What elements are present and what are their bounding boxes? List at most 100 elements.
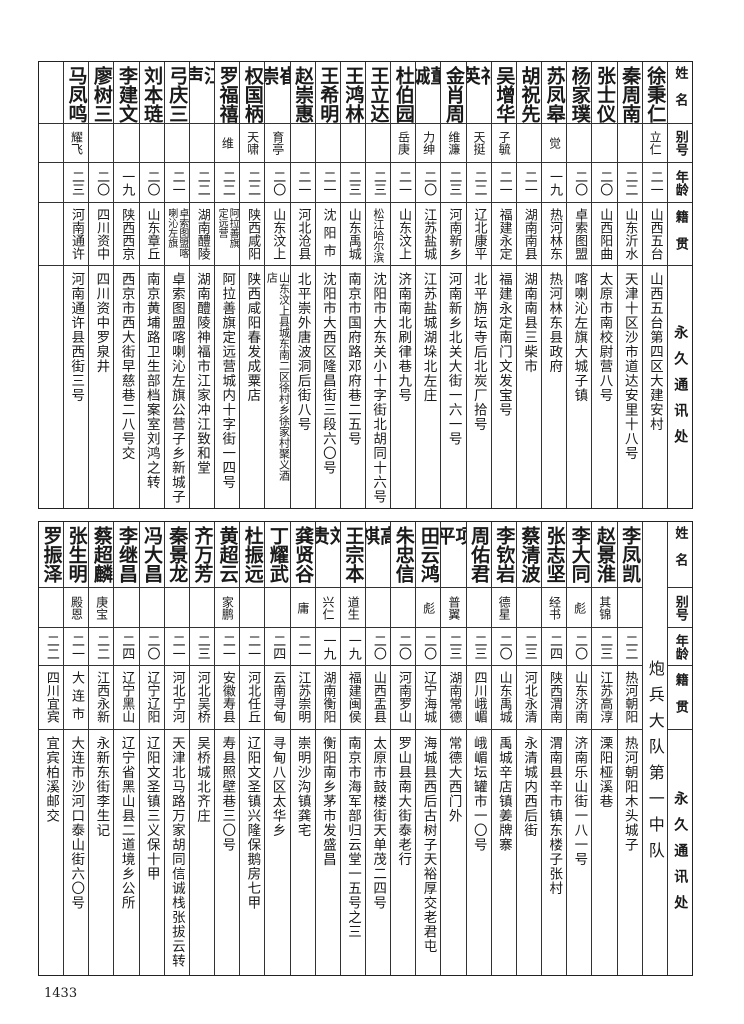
person-name-cell: 项平 — [441, 522, 466, 588]
person-address: 阿拉善旗定远营城内十字街一四号 — [219, 272, 236, 490]
person-age: 二四 — [119, 633, 135, 660]
person-alias-cell — [315, 124, 340, 163]
person-address-cell: 寻甸八区太华乡 — [265, 730, 289, 975]
person-name-cell: 罗振泽 — [38, 522, 64, 588]
person-origin-cell: 福建永定 — [491, 203, 516, 266]
person-column: 杨家璞 二〇 卓索图盟 喀喇沁左旗大城子镇 — [566, 62, 592, 508]
person-address-cell: 湖南南县三柴市 — [517, 266, 541, 508]
person-origin-cell: 山东沂水 — [617, 203, 642, 266]
person-alias-cell — [516, 124, 542, 163]
person-address-cell: 陕西咸阳春发成粟店 — [240, 266, 264, 508]
person-column: 龚贤谷庸二一 江苏崇明 崇明沙沟镇龚宅 — [289, 522, 315, 975]
person-column: 朱忠信 二〇 河南罗山 罗山县南大街泰老行 — [390, 522, 416, 975]
person-address-cell: 喀喇沁左旗大城子镇 — [567, 266, 591, 508]
person-alias-cell: 庚宝 — [89, 588, 114, 628]
person-age-cell: 二二 — [215, 163, 240, 203]
person-name: 李凤凯 — [619, 526, 642, 583]
person-name: 龚贤谷 — [292, 526, 315, 583]
person-name: 权国柄 — [241, 66, 264, 123]
person-age: 二一 — [68, 633, 84, 660]
person-name-cell: 马凤鸣 — [64, 62, 89, 124]
person-column: 周佑君 二三 四川峨嵋 峨嵋坛罐市一〇号 — [465, 522, 491, 975]
person-age-cell: 二一 — [164, 628, 189, 666]
person-alias: 普翼 — [446, 595, 461, 620]
group-label: 炮兵大队第一中队 — [645, 659, 665, 868]
person-age-cell: 二四 — [265, 628, 290, 666]
header-origin-label: 籍贯 — [672, 673, 688, 727]
person-name-cell: 杜振远 — [240, 522, 265, 588]
person-origin-cell: 山东禹城 — [491, 666, 516, 730]
person-age-cell: 二一 — [642, 163, 667, 203]
person-age: 二三 — [68, 169, 84, 196]
person-age: 二〇 — [396, 633, 412, 660]
person-age-cell: 二一 — [315, 163, 340, 203]
person-age-cell: 二〇 — [416, 628, 441, 666]
person-column: 董诚 力绅 二〇 江苏盐城 江苏盐城湖垛北左庄 — [415, 62, 441, 508]
person-address: 山东汶上县城东南二区徐村乡徐家村聚义酒店 — [265, 272, 290, 481]
person-age-cell: 二〇 — [265, 163, 290, 203]
person-origin-cell: 四川资中 — [89, 203, 114, 266]
person-alias-cell: 普翼 — [441, 588, 466, 628]
person-address: 峨嵋坛罐市一〇号 — [470, 736, 487, 852]
person-origin: 阿拉善旗定远营 — [216, 208, 239, 248]
person-address: 南京市国府路邓府巷二五号 — [344, 272, 361, 446]
person-origin: 四川宜宾 — [43, 671, 59, 723]
person-origin: 山东沂水 — [622, 208, 638, 260]
person-column: 李大同彪二〇 山东济南 济南乐山街一八一号 — [566, 522, 592, 975]
person-origin: 河北吴桥 — [194, 671, 210, 723]
person-name-cell: 蔡超麟 — [89, 522, 114, 588]
person-alias-cell: 维濂 — [441, 124, 466, 163]
person-name-cell: 田云鸿 — [416, 522, 441, 588]
person-name: 齐万芳 — [191, 526, 214, 583]
person-alias-cell — [617, 124, 642, 163]
person-column: 王宗本 道生 一九 福建闽侯 南京市海军部归云堂一五号之三 — [339, 522, 365, 975]
person-column: 高祺 二〇 山西盂县 太原市鼓楼街天单茂二四号 — [364, 522, 391, 975]
person-age-cell: 二〇 — [567, 163, 592, 203]
person-column: 廖树三 二〇 四川资中 四川资中罗泉井 — [88, 62, 114, 508]
person-column: 崔崇 育亭 二〇 山东汶上 山东汶上县城东南二区徐村乡徐家村聚义酒店 — [264, 62, 290, 508]
person-column: 权国柄 天啸 二二 陕西咸阳 陕西咸阳春发成粟店 — [239, 62, 265, 508]
person-origin: 湖南醴陵 — [194, 208, 210, 260]
person-address: 溧阳桠溪巷 — [596, 736, 613, 809]
person-address-cell: 辽宁省黑山县二道境乡公所 — [114, 730, 138, 975]
person-name-cell: 廖树三 — [89, 62, 114, 124]
person-origin: 河南罗山 — [396, 671, 412, 723]
person-address-cell: 海城县西后古树子天裕厚交老君屯 — [416, 730, 440, 975]
person-origin: 河北宁河 — [169, 671, 185, 723]
person-name: 秦周南 — [619, 66, 642, 123]
person-age: 二一 — [169, 633, 185, 660]
person-address-cell: 峨嵋坛罐市一〇号 — [467, 730, 491, 975]
person-name: 吴增华 — [493, 66, 516, 123]
person-age: 二〇 — [597, 169, 613, 196]
person-name-cell: 王希明 — [315, 62, 340, 124]
person-column: 刘贵 兴仁 一九 湖南衡阳 衡阳南乡茅市发盛昌 — [314, 522, 340, 975]
person-address-cell: 热河朝阳木头城子 — [618, 730, 642, 975]
person-origin: 河北任丘 — [245, 671, 261, 723]
header-address: 永久通讯处 — [668, 266, 692, 508]
person-alias-cell — [592, 124, 617, 163]
person-age: 二三 — [370, 169, 386, 196]
person-origin-cell: 大连市 — [64, 666, 89, 730]
person-address-cell: 辽阳文圣镇兴隆保鹅房七甲 — [240, 730, 264, 975]
person-age-cell: 二一 — [240, 628, 265, 666]
person-origin: 热河林东 — [546, 208, 562, 260]
person-name: 罗振泽 — [40, 526, 63, 583]
person-name: 罗福禧 — [216, 66, 239, 123]
person-name: 项平 — [441, 526, 466, 564]
person-address: 湖南醴陵神福市江家冲江致和堂 — [194, 272, 211, 475]
person-name-cell: 弓庆三 — [164, 62, 189, 124]
person-name: 蔡超麟 — [90, 526, 113, 583]
person-address-cell: 山西五台第四区大建安村 — [643, 266, 667, 508]
person-alias: 育亭 — [270, 131, 285, 155]
person-age: 二二 — [245, 169, 261, 196]
person-address: 四川资中罗泉井 — [93, 272, 110, 374]
person-age-cell: 二三 — [466, 628, 491, 666]
person-age-cell: 二一 — [516, 163, 542, 203]
person-age: 二二 — [43, 633, 59, 660]
person-address: 常德大西门外 — [445, 736, 462, 823]
person-age-cell: 二三 — [516, 628, 542, 666]
person-column: 苏凤皋觉一九 热河林东 热河林东县政府 — [541, 62, 567, 508]
person-column: 金肖周 维濂 二三 河南新乡 河南新乡北关大街一六一号 — [440, 62, 466, 508]
person-name: 刘本琏 — [141, 66, 164, 123]
person-column: 江声 二二 湖南醴陵 湖南醴陵神福市江家冲江致和堂 — [188, 62, 215, 508]
